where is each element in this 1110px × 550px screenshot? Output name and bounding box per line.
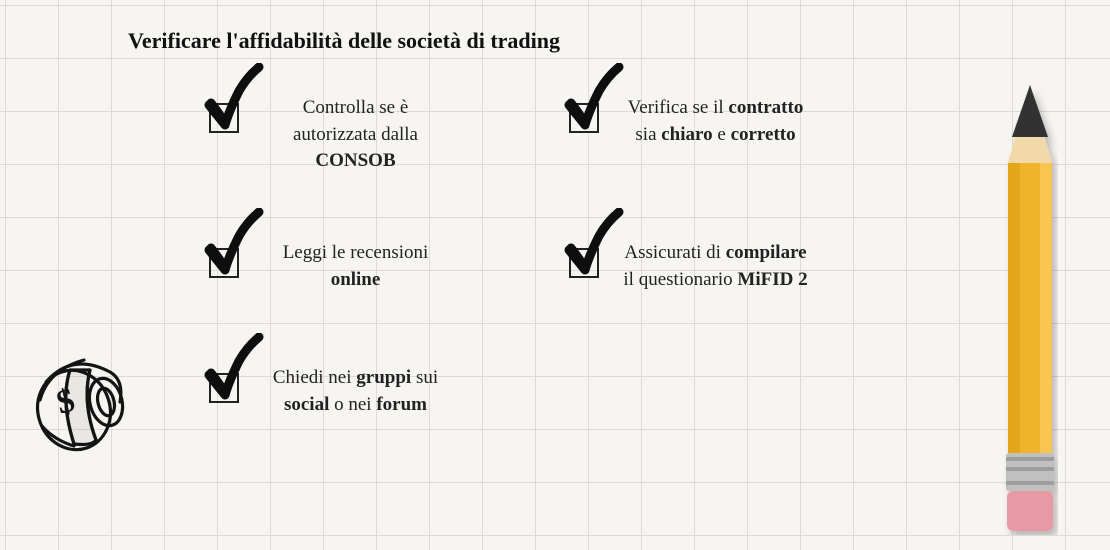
checklist-item-text: Controlla se è autorizzata dalla CONSOB: [263, 95, 448, 175]
checklist-item-text: Verifica se il contratto sia chiaro e co…: [623, 95, 808, 148]
checkbox-box: [209, 373, 239, 403]
checkbox-box: [569, 103, 599, 133]
checklist-item: Controlla se è autorizzata dalla CONSOB: [205, 95, 448, 175]
checkbox: [205, 365, 245, 405]
checklist-item: Verifica se il contratto sia chiaro e co…: [565, 95, 808, 148]
money-roll-illustration: $: [24, 340, 144, 460]
checkbox: [205, 95, 245, 135]
checkbox: [565, 95, 605, 135]
checkbox: [565, 240, 605, 280]
checkbox-box: [569, 248, 599, 278]
checklist-item: Chiedi nei gruppi sui social o nei forum: [205, 365, 448, 418]
checklist-item: Assicurati di compilare il questionario …: [565, 240, 808, 293]
checkbox-box: [209, 248, 239, 278]
checkbox-box: [209, 103, 239, 133]
checklist-item-text: Leggi le recensioni online: [263, 240, 448, 293]
page-title: Verificare l'affidabilità delle società …: [128, 28, 560, 54]
grid-background: [0, 0, 1110, 550]
checklist-item-text: Chiedi nei gruppi sui social o nei forum: [263, 365, 448, 418]
checklist-item: Leggi le recensioni online: [205, 240, 448, 293]
pencil-illustration: [1002, 85, 1058, 535]
checkbox: [205, 240, 245, 280]
checklist-item-text: Assicurati di compilare il questionario …: [623, 240, 808, 293]
